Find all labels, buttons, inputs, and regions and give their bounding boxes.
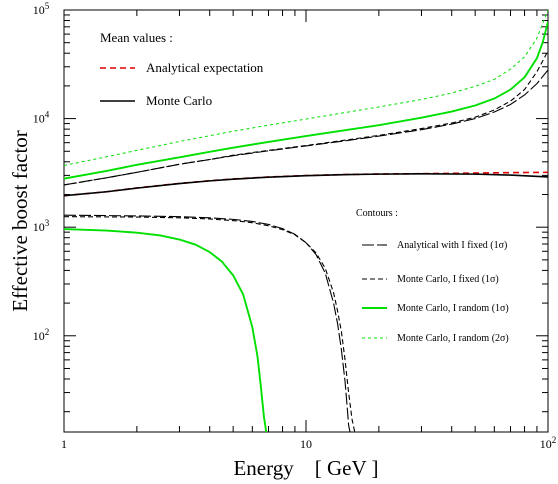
y-tick-label: 105	[33, 1, 50, 17]
y-tick-label-exponent: 2	[45, 327, 50, 337]
x-tick-label-exponent: 2	[552, 435, 557, 445]
legend-layer: Mean values : Analytical expectation Monte…	[100, 30, 509, 344]
series-line-upper-mc-fixed	[64, 50, 548, 186]
plot-frame	[63, 9, 549, 433]
axis-ticks	[63, 9, 549, 432]
series-line-upper-mc-random-2s	[64, 10, 548, 166]
legend-contour-label: Monte Carlo, I random (2σ)	[397, 333, 509, 344]
series-line-lower-analytical-fixed	[64, 214, 351, 432]
series-line-upper-mc-random-1s	[64, 21, 548, 180]
legend-mean-label: Analytical expectation	[146, 60, 264, 75]
y-tick-label: 102	[33, 327, 50, 343]
y-tick-label-exponent: 4	[45, 110, 50, 120]
legend-mean-title: Mean values :	[100, 30, 173, 45]
legend-contours-title: Contours :	[356, 208, 398, 219]
legend-mean-label: Monte Carlo	[146, 93, 212, 108]
x-tick-label: 102	[540, 435, 557, 451]
y-tick-label: 104	[33, 110, 50, 126]
series-line-mean-montecarlo	[64, 173, 548, 197]
legend-contour-label: Analytical with I fixed (1σ)	[397, 240, 507, 251]
series-line-lower-mc-random-1s	[64, 228, 268, 432]
series-layer	[64, 10, 548, 432]
x-axis-label: Energy [ GeV ]	[233, 456, 378, 480]
y-tick-label: 103	[33, 218, 50, 234]
y-axis-label: Effective boost factor	[8, 130, 32, 312]
x-tick-label: 10	[300, 437, 312, 451]
y-tick-label-exponent: 5	[45, 1, 50, 11]
legend-contour-label: Monte Carlo, I fixed (1σ)	[397, 274, 499, 285]
series-line-lower-mc-fixed	[64, 216, 356, 432]
series-line-upper-analytical-fixed	[64, 69, 548, 186]
y-tick-label-exponent: 3	[45, 218, 50, 228]
x-tick-label: 1	[61, 437, 67, 451]
legend-contour-label: Monte Carlo, I random (1σ)	[397, 303, 509, 314]
